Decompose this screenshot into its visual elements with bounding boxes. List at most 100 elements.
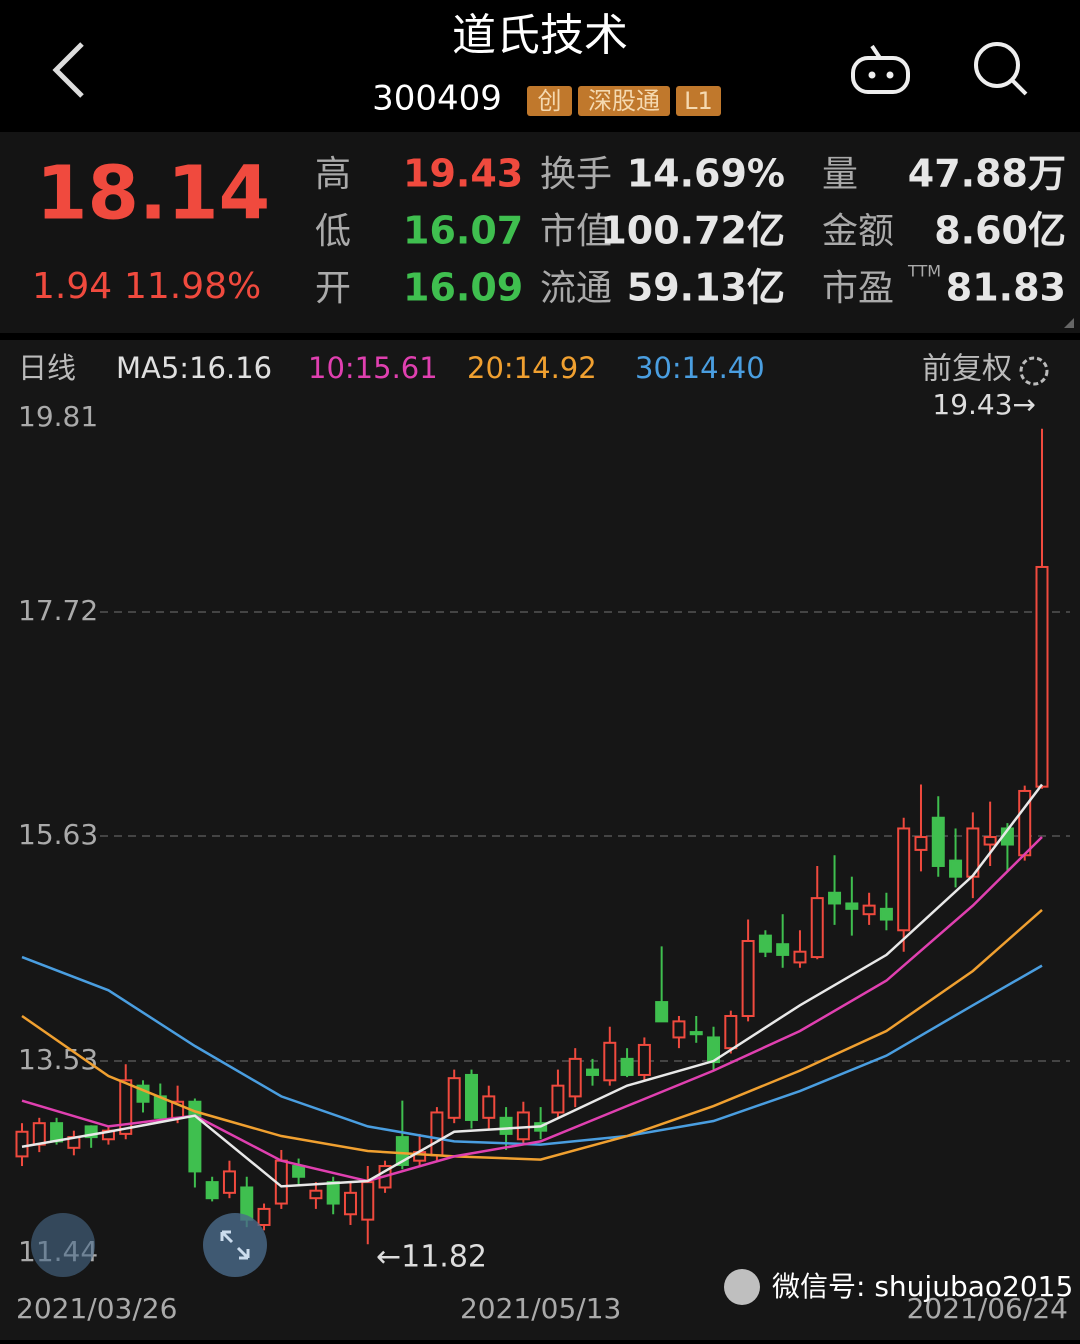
candle-body [32,1122,46,1146]
candle-body [568,1057,582,1098]
stat-label: 市盈 [822,268,894,309]
candle-body [724,1015,738,1050]
robot-eye [886,71,894,79]
stat-value: 14.69% [627,152,785,196]
expand-button[interactable] [203,1213,267,1277]
ma-line [21,783,1043,1188]
period-label[interactable]: 日线 [18,351,76,385]
expand-icon [220,1230,250,1260]
candle-body [395,1136,409,1166]
price-change-pct: 11.98% [124,266,261,307]
stat-label: 开 [315,268,351,309]
candle-body [1035,565,1049,788]
candle-body [845,902,859,910]
x-tick-label: 2021/05/13 [460,1292,621,1325]
candle-body [741,939,755,1018]
y-tick-label: 15.63 [18,818,98,851]
search-handle [1010,78,1028,96]
badge [527,86,572,116]
candle-body [430,1111,444,1157]
stat-label: 金额 [822,211,894,252]
price-change: 1.94 [32,266,112,307]
candle-body [482,1095,496,1119]
stat-label: 高 [315,154,351,195]
candle-body [50,1122,64,1143]
watermark: 微信号: shujubao2015 [772,1270,1073,1303]
stock-code: 300409 [372,79,502,119]
candle-body [205,1181,219,1200]
badge [676,86,721,116]
badge [578,86,670,116]
candle-body [309,1189,323,1200]
candle-body [586,1068,600,1076]
ma-legend: 20:14.92 [467,351,597,385]
robot-eye [868,71,876,79]
x-tick-label: 2021/06/24 [907,1292,1068,1325]
robot-icon [851,56,910,94]
candle-body [620,1057,634,1076]
ma-legend: 30:14.40 [635,351,765,385]
ma-line [21,955,1043,1146]
stat-value: 47.88万 [908,152,1066,196]
candle-body [551,1084,565,1114]
robot-button[interactable] [851,44,910,94]
candle-body [862,904,876,916]
ma-legend: MA5:16.16 [116,351,272,385]
stat-label: 换手 [540,154,612,195]
robot-antenna [870,44,882,60]
stat-label: 量 [822,154,858,195]
stat-value: 19.43 [403,152,523,196]
candle-body [776,943,790,956]
x-tick-label: 2021/03/26 [16,1292,177,1325]
back-button[interactable] [52,42,84,98]
candle-body [793,950,807,964]
search-button[interactable] [974,42,1028,96]
candle-body [188,1100,202,1173]
candle-body [257,1207,271,1226]
stat-value: 16.07 [403,209,523,253]
candle-body [499,1116,513,1135]
ma-line [21,908,1043,1161]
y-tick-label: 19.81 [18,400,98,433]
candle-body [758,934,772,953]
stock-name: 道氏技术 [452,10,628,61]
adjust-label[interactable]: 前复权 [922,352,1012,387]
stat-label: 流通 [540,268,612,309]
candle-body [931,816,945,867]
wechat-icon [724,1269,760,1305]
candle-body [84,1125,98,1139]
stat-value: 100.72亿 [600,209,785,253]
search-icon [974,42,1020,88]
stat-value: 81.83 [946,266,1066,310]
candle-body [222,1170,236,1194]
candle-body [603,1041,617,1082]
candle-body [672,1020,686,1039]
badge-text: L1 [684,87,713,115]
candle-body [828,891,842,905]
candle-body [15,1130,29,1158]
candle-body [637,1043,651,1076]
ma-legend: 10:15.61 [308,351,438,385]
stat-label: 市值 [540,211,612,252]
candle-body [810,897,824,959]
y-tick-label: 17.72 [18,594,98,627]
settings-icon[interactable] [1019,356,1049,386]
quote-panel [0,132,1080,333]
candle-body [897,827,911,932]
stat-value: 16.09 [403,266,523,310]
stat-value: 59.13亿 [627,266,785,310]
corner-mark [1064,318,1074,328]
last-price: 18.14 [36,151,270,237]
stat-value: 8.60亿 [934,209,1066,253]
float-button[interactable] [31,1213,95,1277]
candle-body [879,907,893,921]
candle-body [292,1165,306,1178]
badge-text: 创 [538,87,562,115]
candle-body [983,836,997,846]
stat-label-sup: TTM [907,262,941,281]
candle-body [464,1073,478,1121]
candle-body [689,1031,703,1036]
high-annotation: 19.43→ [932,388,1036,421]
